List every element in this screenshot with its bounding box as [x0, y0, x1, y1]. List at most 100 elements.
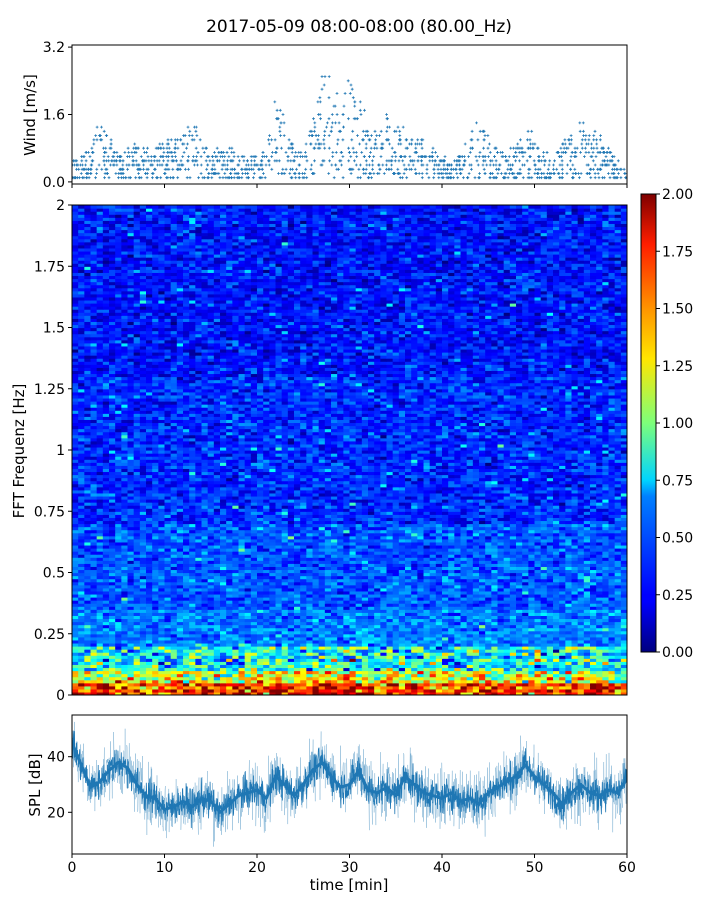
wind-point	[280, 147, 283, 150]
wind-point	[359, 164, 362, 167]
wind-point	[200, 155, 203, 158]
wind-point	[595, 143, 598, 146]
wind-point	[363, 155, 366, 158]
wind-point	[297, 151, 300, 154]
wind-point	[592, 147, 595, 150]
wind-point	[362, 172, 365, 175]
wind-point	[116, 151, 119, 154]
wind-point	[565, 147, 568, 150]
wind-point	[569, 168, 572, 171]
wind-point	[294, 151, 297, 154]
wind-point	[276, 109, 279, 112]
wind-point	[330, 164, 333, 167]
wind-point	[268, 134, 271, 137]
wind-point	[236, 172, 239, 175]
wind-point	[540, 176, 543, 179]
wind-point	[475, 122, 478, 125]
wind-point	[163, 151, 166, 154]
wind-point	[279, 134, 282, 137]
wind-point	[131, 155, 134, 158]
wind-point	[287, 159, 290, 162]
wind-point	[173, 151, 176, 154]
wind-point	[124, 176, 127, 179]
wind-point	[386, 126, 389, 129]
wind-point	[371, 168, 374, 171]
wind-point	[122, 176, 125, 179]
wind-point	[515, 147, 518, 150]
wind-point	[383, 172, 386, 175]
wind-point	[500, 172, 503, 175]
wind-point	[171, 155, 174, 158]
wind-point	[456, 176, 459, 179]
wind-point	[107, 159, 110, 162]
wind-point	[211, 168, 214, 171]
wind-point	[176, 176, 179, 179]
wind-point	[109, 164, 112, 167]
wind-point	[94, 134, 97, 137]
wind-point	[328, 117, 331, 120]
wind-point	[131, 151, 134, 154]
wind-point	[359, 109, 362, 112]
wind-point	[375, 134, 378, 137]
wind-point	[469, 151, 472, 154]
wind-point	[530, 130, 533, 133]
wind-point	[514, 151, 517, 154]
wind-point	[450, 172, 453, 175]
wind-point	[373, 172, 376, 175]
wind-point	[467, 176, 470, 179]
wind-point	[159, 176, 162, 179]
wind-point	[196, 134, 199, 137]
wind-point	[426, 164, 429, 167]
wind-point	[103, 155, 106, 158]
wind-point	[135, 159, 138, 162]
wind-point	[470, 164, 473, 167]
wind-point	[351, 130, 354, 133]
wind-point	[489, 176, 492, 179]
wind-point	[246, 172, 249, 175]
wind-point	[108, 176, 111, 179]
wind-point	[359, 101, 362, 104]
wind-point	[162, 147, 165, 150]
wind-point	[74, 159, 77, 162]
wind-point	[127, 147, 130, 150]
wind-point	[374, 138, 377, 141]
wind-point	[588, 138, 591, 141]
wind-point	[238, 159, 241, 162]
wind-point	[571, 164, 574, 167]
wind-point	[477, 164, 480, 167]
wind-point	[519, 168, 522, 171]
wind-point	[597, 172, 600, 175]
wind-point	[526, 159, 529, 162]
wind-point	[342, 113, 345, 116]
wind-point	[200, 172, 203, 175]
wind-point	[570, 143, 573, 146]
wind-point	[446, 168, 449, 171]
wind-point	[85, 176, 88, 179]
wind-point	[428, 159, 431, 162]
wind-point	[187, 168, 190, 171]
wind-y-ticks: 0.01.63.2	[43, 40, 72, 191]
wind-point	[140, 155, 143, 158]
wind-point	[199, 138, 202, 141]
wind-point	[98, 164, 101, 167]
wind-point	[229, 172, 232, 175]
wind-point	[195, 155, 198, 158]
wind-point	[91, 147, 94, 150]
wind-point	[376, 172, 379, 175]
wind-point	[226, 168, 229, 171]
wind-point	[223, 172, 226, 175]
wind-point	[318, 147, 321, 150]
wind-point	[374, 130, 377, 133]
wind-point	[336, 143, 339, 146]
wind-point	[398, 134, 401, 137]
wind-point	[226, 164, 229, 167]
wind-point	[168, 168, 171, 171]
wind-point	[281, 168, 284, 171]
wind-point	[594, 164, 597, 167]
wind-point	[542, 151, 545, 154]
wind-point	[370, 134, 373, 137]
wind-point	[167, 143, 170, 146]
wind-point	[342, 126, 345, 129]
wind-point	[96, 138, 99, 141]
wind-point	[133, 151, 136, 154]
